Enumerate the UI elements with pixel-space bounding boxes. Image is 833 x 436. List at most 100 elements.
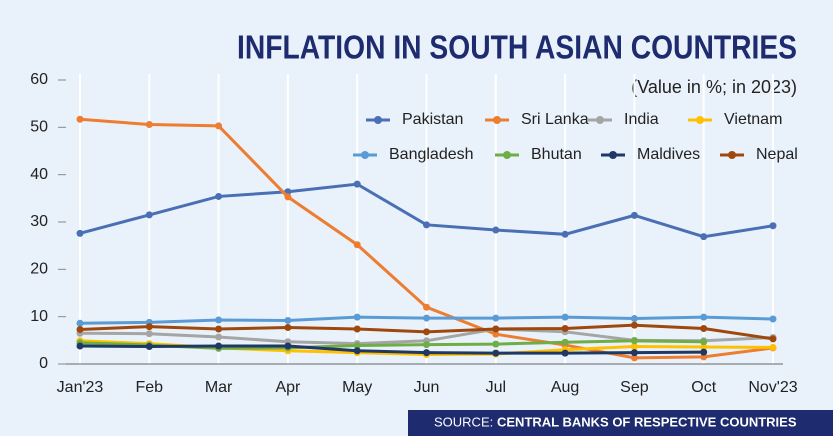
data-point <box>353 347 361 355</box>
legend-label: Bangladesh <box>389 146 474 163</box>
data-point <box>561 313 569 321</box>
source: CENTRAL BANKS OF RESPECTIVE COUNTRIES <box>497 414 797 429</box>
x-tick-label: Nov'23 <box>748 379 797 396</box>
y-tick-label: 10 <box>30 308 48 325</box>
y-tick-label: 60 <box>30 71 48 88</box>
legend-marker <box>503 151 511 159</box>
data-point <box>353 325 361 333</box>
y-tick-label: 0 <box>39 355 48 372</box>
data-point <box>284 324 292 332</box>
data-point <box>630 315 638 323</box>
legend-marker <box>696 116 704 124</box>
data-point <box>630 354 638 362</box>
series-line <box>79 344 704 355</box>
data-point <box>630 211 638 219</box>
x-tick-label: Jul <box>486 379 506 396</box>
legend-label: Bhutan <box>531 146 582 163</box>
x-tick-label: Apr <box>275 379 301 396</box>
data-point <box>353 180 361 188</box>
data-point <box>630 337 638 345</box>
chart-subtitle: (Value in %; in 2023) <box>631 77 797 97</box>
data-point <box>353 313 361 321</box>
data-point <box>215 333 223 341</box>
data-point <box>492 226 500 234</box>
source-bar <box>408 410 833 436</box>
data-point <box>700 338 708 346</box>
legend-label: Maldives <box>637 146 700 163</box>
data-point <box>76 319 84 327</box>
x-tick-label: Sep <box>620 379 649 396</box>
legend-label: Nepal <box>756 146 798 163</box>
legend-marker <box>493 116 501 124</box>
x-tick-label: Oct <box>691 379 716 396</box>
data-point <box>561 349 569 357</box>
data-point <box>700 343 708 351</box>
data-point <box>492 349 500 357</box>
data-point <box>630 342 638 350</box>
legend-label: Sri Lanka <box>521 111 589 128</box>
data-point <box>561 325 569 332</box>
x-tick-label: May <box>342 379 372 396</box>
data-point <box>492 325 500 333</box>
data-point <box>700 313 708 321</box>
legend-marker <box>374 116 382 124</box>
data-point <box>492 330 500 338</box>
legend-marker <box>596 116 604 124</box>
data-point <box>630 349 638 357</box>
data-point <box>423 303 430 311</box>
data-point <box>76 229 84 237</box>
data-point <box>145 120 153 128</box>
legend-marker <box>728 151 736 159</box>
data-point <box>769 343 777 351</box>
chart-title: INFLATION IN SOUTH ASIAN COUNTRIES <box>237 29 797 66</box>
data-point <box>145 211 153 219</box>
x-tick-label: Jan'23 <box>57 379 104 396</box>
data-point <box>215 342 223 350</box>
data-point <box>423 314 430 322</box>
data-point <box>769 335 777 343</box>
data-point <box>492 340 500 348</box>
data-point <box>423 341 430 349</box>
y-tick-label: 30 <box>30 213 48 230</box>
data-point <box>423 349 430 357</box>
data-point <box>215 325 223 333</box>
x-tick-label: Aug <box>551 379 579 396</box>
data-point <box>284 193 292 201</box>
data-point <box>284 342 292 350</box>
data-point <box>353 342 361 350</box>
y-tick-label: 20 <box>30 261 48 278</box>
data-point <box>423 221 430 229</box>
x-tick-label: Jun <box>414 379 440 396</box>
source-label: SOURCE: <box>434 414 493 429</box>
legend-label: Vietnam <box>724 111 782 128</box>
data-point <box>145 342 153 350</box>
legend-marker <box>361 151 369 159</box>
data-point <box>215 122 223 130</box>
x-tick-label: Feb <box>136 379 164 396</box>
data-point <box>561 338 569 346</box>
data-point <box>769 315 777 323</box>
x-tick-label: Mar <box>205 379 233 396</box>
data-point <box>700 233 708 241</box>
data-point <box>215 316 223 324</box>
data-point <box>561 230 569 238</box>
data-point <box>145 323 153 331</box>
data-point <box>700 348 708 356</box>
data-point <box>215 192 223 200</box>
data-point <box>492 314 500 322</box>
data-point <box>145 330 153 338</box>
data-point <box>353 241 361 249</box>
data-point <box>284 316 292 324</box>
data-point <box>700 325 708 332</box>
data-point <box>630 321 638 329</box>
data-point <box>76 342 84 350</box>
data-point <box>423 328 430 336</box>
legend-label: Pakistan <box>402 111 463 128</box>
y-tick-label: 40 <box>30 166 48 183</box>
data-point <box>76 325 84 333</box>
y-tick-label: 50 <box>30 119 48 136</box>
data-point <box>769 222 777 230</box>
legend-label: India <box>624 111 659 128</box>
legend-marker <box>609 151 617 159</box>
